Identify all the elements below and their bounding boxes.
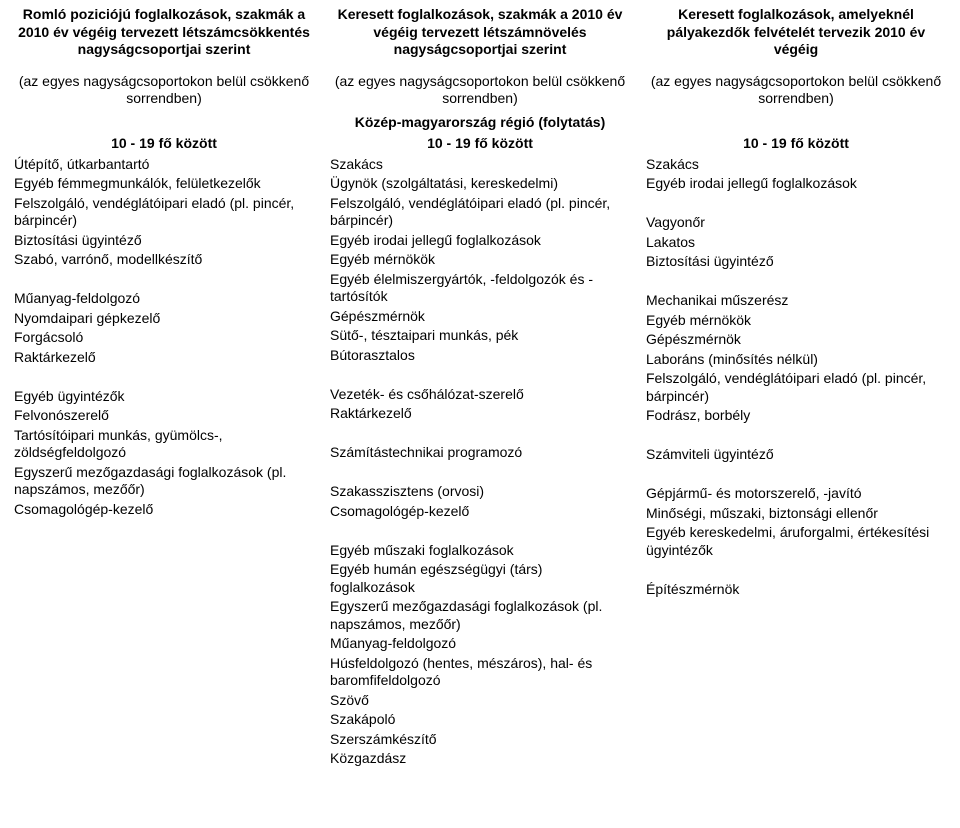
list-item: Vezeték- és csőhálózat-szerelő [330, 385, 630, 405]
list-item: Szakács [330, 155, 630, 175]
list-item: Szabó, varrónő, modellkészítő [14, 250, 314, 270]
list-item: Építészmérnök [646, 580, 946, 600]
lists-row: Útépítő, útkarbantartóEgyéb fémmegmunkál… [6, 155, 954, 769]
list-item: Gépjármű- és motorszerelő, -javító [646, 484, 946, 504]
list-item: Bútorasztalos [330, 346, 630, 366]
header-col2: Keresett foglalkozások, szakmák a 2010 é… [322, 4, 638, 71]
list-item: Számítástechnikai programozó [330, 443, 630, 463]
list-item: Raktárkezelő [330, 404, 630, 424]
list-item: Szakács [646, 155, 946, 175]
list-item: Fodrász, borbély [646, 406, 946, 426]
list-item: Húsfeldolgozó (hentes, mészáros), hal- é… [330, 654, 630, 691]
list-item [646, 194, 946, 214]
list-item: Felszolgáló, vendéglátóipari eladó (pl. … [646, 369, 946, 406]
list-item: Mechanikai műszerész [646, 291, 946, 311]
header-col3: Keresett foglalkozások, amelyeknél pálya… [638, 4, 954, 71]
list-item [646, 465, 946, 485]
list-item [330, 424, 630, 444]
range-col3: 10 - 19 fő között [638, 133, 954, 155]
list-item [14, 270, 314, 290]
list-item: Ügynök (szolgáltatási, kereskedelmi) [330, 174, 630, 194]
list-item: Egyéb ügyintézők [14, 387, 314, 407]
list-item [330, 463, 630, 483]
list-item: Szerszámkészítő [330, 730, 630, 750]
region-title: Közép-magyarország régió (folytatás) [322, 110, 638, 134]
list-item: Műanyag-feldolgozó [14, 289, 314, 309]
list-item: Műanyag-feldolgozó [330, 634, 630, 654]
subheader-col1: (az egyes nagyságcsoportokon belül csökk… [6, 71, 322, 110]
subheader-col3: (az egyes nagyságcsoportokon belül csökk… [638, 71, 954, 110]
list-col2: SzakácsÜgynök (szolgáltatási, kereskedel… [322, 155, 638, 769]
list-item: Gépészmérnök [330, 307, 630, 327]
list-item: Egyéb humán egészségügyi (társ) foglalko… [330, 560, 630, 597]
list-item: Csomagológép-kezelő [14, 500, 314, 520]
list-item: Szakápoló [330, 710, 630, 730]
list-item: Közgazdász [330, 749, 630, 769]
list-item: Sütő-, tésztaipari munkás, pék [330, 326, 630, 346]
list-item: Forgácsoló [14, 328, 314, 348]
list-item: Egyéb irodai jellegű foglalkozások [330, 231, 630, 251]
list-item: Egyszerű mezőgazdasági foglalkozások (pl… [330, 597, 630, 634]
list-item: Egyéb fémmegmunkálók, felületkezelők [14, 174, 314, 194]
list-item: Lakatos [646, 233, 946, 253]
header-row: Romló poziciójú foglalkozások, szakmák a… [6, 4, 954, 71]
list-item: Vagyonőr [646, 213, 946, 233]
list-item [646, 272, 946, 292]
list-item: Egyéb mérnökök [646, 311, 946, 331]
list-item: Csomagológép-kezelő [330, 502, 630, 522]
list-item: Számviteli ügyintéző [646, 445, 946, 465]
list-item: Egyéb kereskedelmi, áruforgalmi, értékes… [646, 523, 946, 560]
subheader-row: (az egyes nagyságcsoportokon belül csökk… [6, 71, 954, 110]
list-col1: Útépítő, útkarbantartóEgyéb fémmegmunkál… [6, 155, 322, 520]
list-col3: SzakácsEgyéb irodai jellegű foglalkozáso… [638, 155, 954, 600]
list-item: Biztosítási ügyintéző [646, 252, 946, 272]
range-col2: 10 - 19 fő között [322, 133, 638, 155]
region-row: Közép-magyarország régió (folytatás) [6, 110, 954, 134]
range-row: 10 - 19 fő között 10 - 19 fő között 10 -… [6, 133, 954, 155]
list-item: Felszolgáló, vendéglátóipari eladó (pl. … [14, 194, 314, 231]
list-item: Egyéb műszaki foglalkozások [330, 541, 630, 561]
list-item: Felszolgáló, vendéglátóipari eladó (pl. … [330, 194, 630, 231]
list-item: Egyszerű mezőgazdasági foglalkozások (pl… [14, 463, 314, 500]
list-item [330, 365, 630, 385]
list-item [646, 560, 946, 580]
list-item: Szövő [330, 691, 630, 711]
list-item: Egyéb irodai jellegű foglalkozások [646, 174, 946, 194]
list-item: Egyéb mérnökök [330, 250, 630, 270]
range-col1: 10 - 19 fő között [6, 133, 322, 155]
subheader-col2: (az egyes nagyságcsoportokon belül csökk… [322, 71, 638, 110]
list-item: Raktárkezelő [14, 348, 314, 368]
list-item: Laboráns (minősítés nélkül) [646, 350, 946, 370]
header-col1: Romló poziciójú foglalkozások, szakmák a… [6, 4, 322, 71]
list-item: Nyomdaipari gépkezelő [14, 309, 314, 329]
document-page: Romló poziciójú foglalkozások, szakmák a… [0, 0, 960, 781]
list-item [330, 521, 630, 541]
list-item: Gépészmérnök [646, 330, 946, 350]
list-item: Minőségi, műszaki, biztonsági ellenőr [646, 504, 946, 524]
list-item: Egyéb élelmiszergyártók, -feldolgozók és… [330, 270, 630, 307]
list-item [14, 367, 314, 387]
list-item: Biztosítási ügyintéző [14, 231, 314, 251]
list-item: Felvonószerelő [14, 406, 314, 426]
list-item: Útépítő, útkarbantartó [14, 155, 314, 175]
list-item: Tartósítóipari munkás, gyümölcs-, zöldsé… [14, 426, 314, 463]
list-item [646, 426, 946, 446]
list-item: Szakasszisztens (orvosi) [330, 482, 630, 502]
